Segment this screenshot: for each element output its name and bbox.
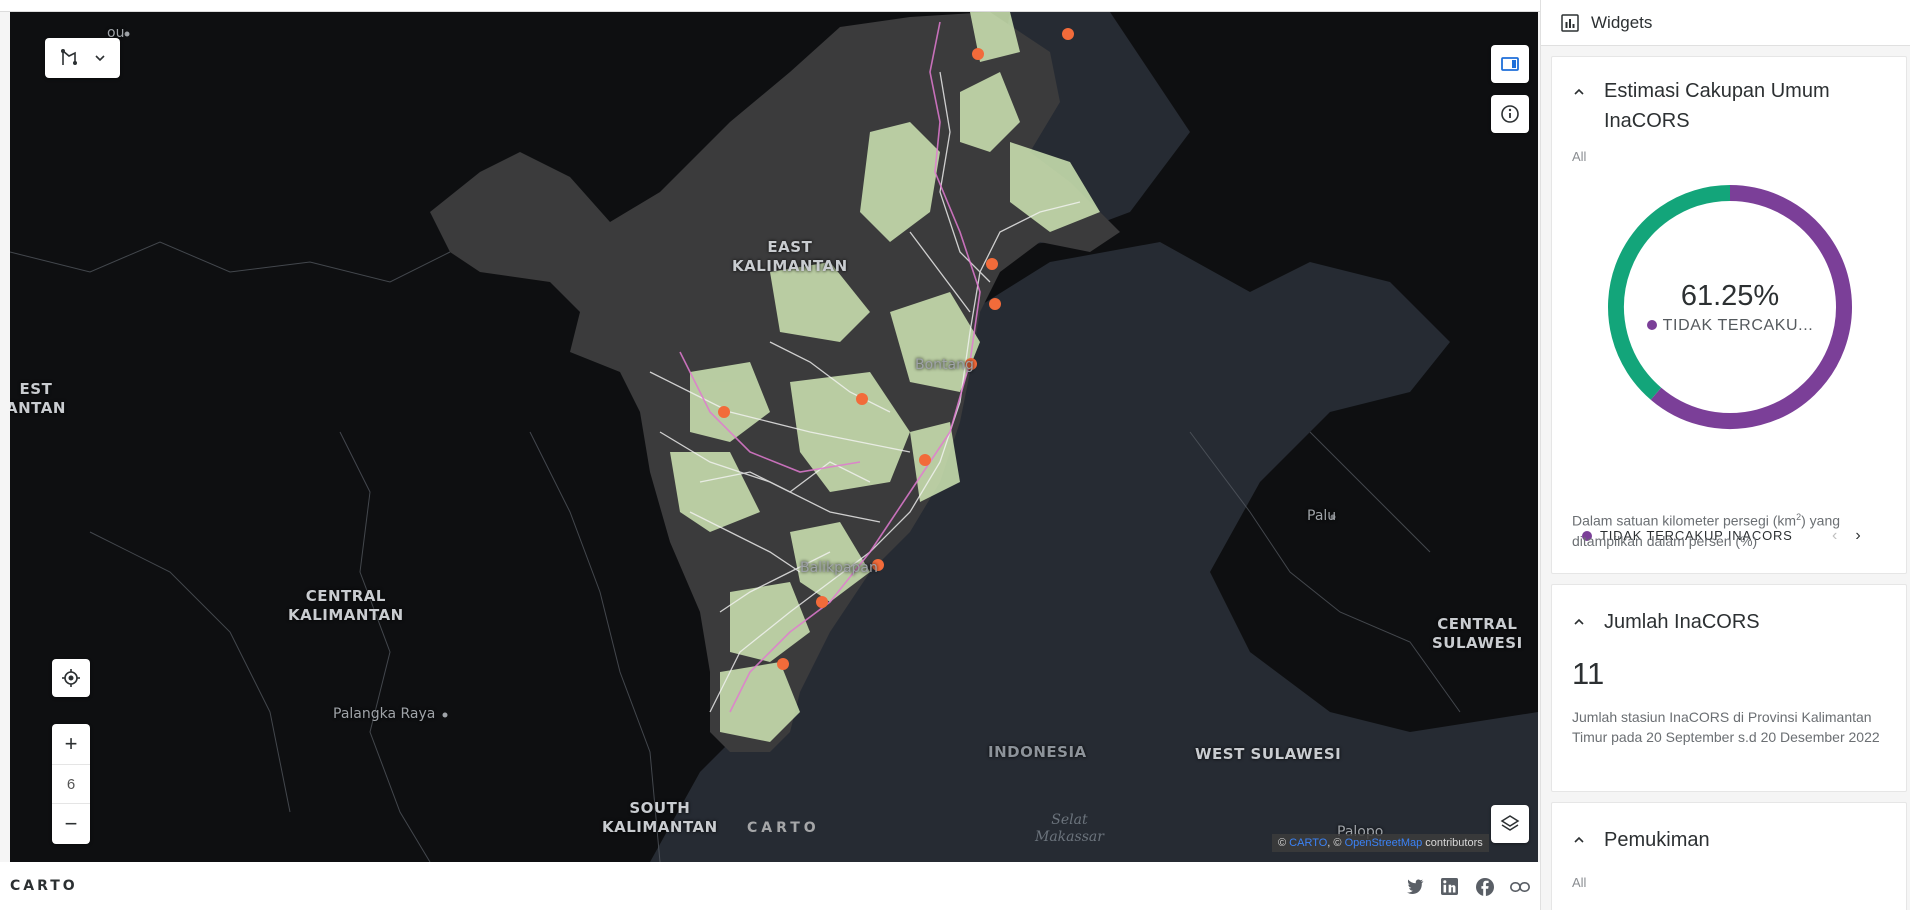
info-button[interactable] xyxy=(1491,95,1529,133)
region-label-west-kalimantan: EST ANTAN xyxy=(10,380,66,417)
east-kalimantan-province xyxy=(430,12,1120,752)
zoom-out-button[interactable]: − xyxy=(64,811,78,836)
widgets-panel: Widgets Estimasi Cakupan Umum InaCORS Al… xyxy=(1540,0,1910,910)
basemap xyxy=(10,12,1538,862)
widget-filter-label: All xyxy=(1572,875,1587,890)
region-label-central-kalimantan: CENTRAL KALIMANTAN xyxy=(288,587,404,624)
major-roads xyxy=(679,21,981,713)
widget-pemukiman: Pemukiman All xyxy=(1551,802,1907,910)
zoom-level: 6 xyxy=(52,764,90,804)
crosshair-icon xyxy=(62,669,80,687)
borders xyxy=(10,241,1461,862)
polygon-draw-icon xyxy=(60,49,77,65)
city-label-palu: Palu xyxy=(1307,508,1337,524)
widget-title: Pemukiman xyxy=(1604,829,1710,851)
footer-carto-logo[interactable]: CARTO xyxy=(10,878,78,894)
widget-description: Jumlah stasiun InaCORS di Provinsi Kalim… xyxy=(1572,709,1880,745)
makassar-strait xyxy=(650,12,1538,862)
zoom-control: + 6 − xyxy=(52,724,90,844)
widget-inacors-count: Jumlah InaCORS 11 Jumlah stasiun InaCORS… xyxy=(1551,584,1907,792)
desc-post: ) yang ditampilkan dalam persen (%) xyxy=(1572,512,1841,549)
legend-dot xyxy=(1646,320,1657,330)
facebook-icon[interactable] xyxy=(1474,876,1495,897)
attribution-sep: , © xyxy=(1327,837,1342,849)
attribution-suffix: contributors xyxy=(1425,837,1483,849)
footer: CARTO xyxy=(0,862,1540,910)
osm-link[interactable]: OpenStreetMap xyxy=(1344,837,1423,849)
legend-label: TIDAK TERCAKUP INACORS xyxy=(1600,528,1793,543)
donut-chart xyxy=(1608,185,1852,429)
coverage-areas xyxy=(670,12,1100,742)
widget-filter-label: All xyxy=(1572,149,1587,164)
info-icon xyxy=(1501,105,1519,123)
sidebar-icon xyxy=(1501,57,1519,71)
carto-link[interactable]: CARTO xyxy=(1289,837,1328,849)
city-label-bontang: Bontang xyxy=(915,357,974,373)
panel-header: Widgets xyxy=(1541,0,1910,46)
panel-title: Widgets xyxy=(1591,12,1653,32)
layers-button[interactable] xyxy=(1491,805,1529,843)
locate-me-button[interactable] xyxy=(52,659,90,697)
link-icon[interactable] xyxy=(1509,876,1530,897)
map-attribution: © CARTO, © OpenStreetMap contributors xyxy=(1272,834,1489,852)
zoom-in-button[interactable]: + xyxy=(64,731,78,756)
collapse-icon[interactable] xyxy=(1572,615,1586,629)
linkedin-icon[interactable] xyxy=(1439,876,1460,897)
toggle-panel-button[interactable] xyxy=(1491,45,1529,83)
legend-dot xyxy=(1582,530,1592,541)
draw-tool-button[interactable] xyxy=(45,38,120,78)
city-label-balikpapan: Balikpapan xyxy=(800,560,878,576)
attribution-prefix: © xyxy=(1278,837,1287,849)
region-label-east-kalimantan: EAST KALIMANTAN xyxy=(732,238,848,275)
donut-segment-1[interactable] xyxy=(1608,185,1731,400)
legend-pager: ‹ › xyxy=(1832,527,1861,545)
carto-watermark: CARTO xyxy=(747,820,820,836)
region-label-west-sulawesi: WEST SULAWESI xyxy=(1195,745,1342,763)
widget-value: 11 xyxy=(1572,656,1605,691)
twitter-icon[interactable] xyxy=(1404,876,1425,897)
map-view[interactable]: EAST KALIMANTAN CENTRAL KALIMANTAN SOUTH… xyxy=(10,12,1538,862)
top-strip xyxy=(0,0,1910,12)
city-label-palangka-raya: Palangka Raya xyxy=(333,706,436,722)
desc-pre: Dalam satuan kilometer persegi (km xyxy=(1572,512,1797,529)
collapse-icon[interactable] xyxy=(1572,85,1586,99)
chevron-right-icon[interactable]: › xyxy=(1855,527,1861,544)
chevron-left-icon[interactable]: ‹ xyxy=(1832,527,1838,544)
chevron-down-icon xyxy=(94,55,105,62)
inacors-markers xyxy=(718,28,1074,670)
donut-percentage: 61.25% xyxy=(1680,280,1780,312)
donut-segment-0[interactable] xyxy=(1650,185,1852,429)
collapse-icon[interactable] xyxy=(1572,833,1586,847)
widget-coverage: Estimasi Cakupan Umum InaCORS All 61.25%… xyxy=(1551,56,1907,574)
widget-description: Dalam satuan kilometer persegi (km2) yan… xyxy=(1572,507,1892,551)
donut-center: 61.25% TIDAK TERCAKU... xyxy=(1552,280,1908,335)
desc-sup: 2 xyxy=(1796,512,1802,522)
layers-icon xyxy=(1500,815,1520,831)
bar-chart-icon xyxy=(1561,13,1579,32)
road-network xyxy=(649,71,1081,713)
city-label-partial: ou xyxy=(107,25,125,41)
region-label-south-kalimantan: SOUTH KALIMANTAN xyxy=(602,799,718,836)
widget-title: Estimasi Cakupan Umum InaCORS xyxy=(1604,80,1830,132)
legend-item[interactable]: TIDAK TERCAKUP INACORS xyxy=(1582,528,1793,543)
donut-category-text: TIDAK TERCAKU... xyxy=(1662,317,1814,334)
donut-category: TIDAK TERCAKU... xyxy=(1552,317,1908,335)
widget-title: Jumlah InaCORS xyxy=(1604,611,1760,633)
country-label-indonesia: INDONESIA xyxy=(988,743,1087,761)
sea-label-makassar: Selat Makassar xyxy=(1035,812,1104,845)
region-label-central-sulawesi: CENTRAL SULAWESI xyxy=(1432,615,1523,652)
